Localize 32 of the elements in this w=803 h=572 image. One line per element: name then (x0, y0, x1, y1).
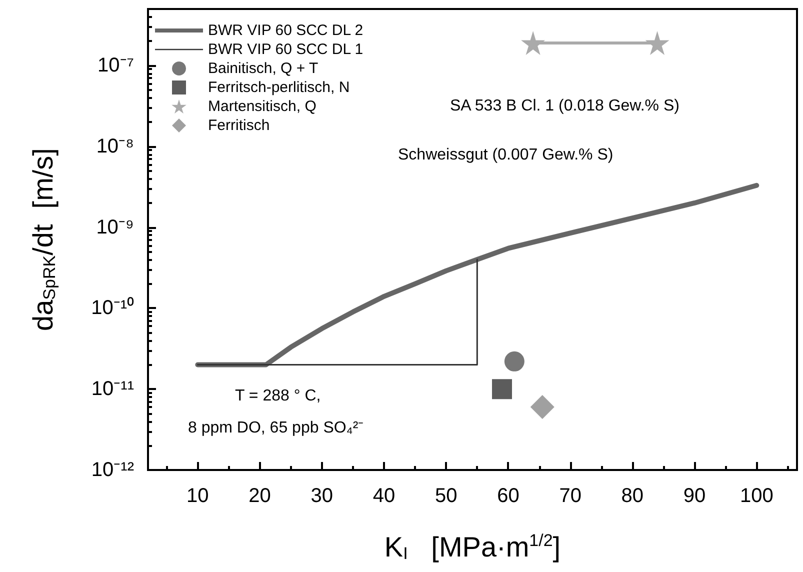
x-tick-label: 10 (186, 485, 209, 507)
annotation: 8 ppm DO, 65 ppb SO₄²⁻ (188, 420, 364, 436)
y-tick-label: 10⁻¹¹ (91, 378, 134, 400)
point (645, 30, 670, 55)
x-tick-label: 70 (559, 485, 582, 507)
x-tick-label: 80 (621, 485, 644, 507)
legend-label: Ferritisch (208, 117, 270, 134)
y-tick-label: 10⁻⁸ (96, 135, 134, 158)
legend-label: BWR VIP 60 SCC DL 1 (208, 41, 364, 58)
legend-label: Ferritsch-perlitisch, N (208, 79, 350, 96)
point (492, 379, 512, 400)
y-tick-label: 10⁻⁹ (96, 216, 134, 238)
x-tick-label: 20 (248, 485, 271, 507)
legend-label: Martensitisch, Q (208, 98, 316, 115)
y-tick-label: 10⁻¹² (91, 459, 134, 481)
annotation: Schweissgut (0.007 Gew.% S) (398, 146, 614, 164)
legend-label: Bainitisch, Q + T (208, 60, 318, 77)
y-tick-label: 10⁻⁷ (98, 54, 134, 77)
point (504, 351, 524, 372)
y-axis-title: daSpRK/dt [m/s] (28, 148, 59, 331)
point (521, 30, 546, 55)
x-tick-label: 60 (497, 485, 520, 507)
x-tick-label: 30 (310, 485, 334, 507)
y-tick-label: 10⁻¹⁰ (91, 296, 134, 320)
point (530, 395, 554, 420)
legend-label: BWR VIP 60 SCC DL 2 (208, 22, 364, 39)
x-tick-label: 50 (434, 485, 458, 507)
x-tick-label: 100 (740, 485, 774, 507)
x-tick-label: 40 (372, 485, 396, 507)
annotation: SA 533 B Cl. 1 (0.018 Gew.% S) (450, 98, 680, 114)
annotation: T = 288 ° C, (235, 388, 321, 404)
x-tick-label: 90 (683, 485, 706, 507)
